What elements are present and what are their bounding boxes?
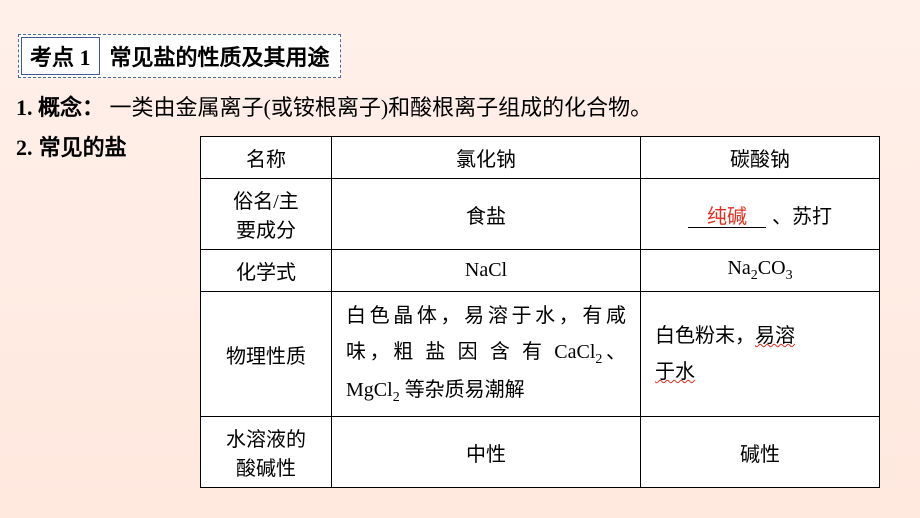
row1-na2co3: 纯碱 、苏打 bbox=[641, 179, 880, 250]
r3b-l2: 于水 bbox=[655, 354, 865, 390]
r3a-l3a: MgCl bbox=[346, 379, 393, 401]
f-sub2: 3 bbox=[786, 268, 793, 283]
table-row-common-name: 俗名/主 要成分 食盐 纯碱 、苏打 bbox=[201, 179, 880, 250]
row1-head-l1: 俗名/主 bbox=[211, 185, 321, 214]
row4-head-l1: 水溶液的 bbox=[211, 423, 321, 452]
row1-nacl: 食盐 bbox=[332, 179, 641, 250]
row4-head-l2: 酸碱性 bbox=[211, 452, 321, 481]
r3a-l1: 白色晶体，易溶于水，有咸 bbox=[346, 298, 626, 334]
topic-title: 常见盐的性质及其用途 bbox=[110, 40, 330, 72]
row1-na2co3-rest: 、苏打 bbox=[772, 206, 832, 228]
blank-answer-text: 纯碱 bbox=[707, 206, 747, 228]
row3-head: 物理性质 bbox=[201, 292, 332, 417]
r3b-l1a: 白色粉末， bbox=[655, 325, 755, 347]
section-num: 2. bbox=[16, 135, 33, 160]
row4-head: 水溶液的 酸碱性 bbox=[201, 417, 332, 488]
r3a-l3s: 2 bbox=[393, 390, 400, 405]
concept-text: 一类由金属离子(或铵根离子)和酸根离子组成的化合物。 bbox=[110, 95, 653, 120]
row4-na2co3: 碱性 bbox=[641, 417, 880, 488]
row1-head-l2: 要成分 bbox=[211, 214, 321, 243]
row4-nacl: 中性 bbox=[332, 417, 641, 488]
f-mid: CO bbox=[758, 257, 786, 279]
table-header-row: 名称 氯化钠 碳酸钠 bbox=[201, 137, 880, 179]
salts-table: 名称 氯化钠 碳酸钠 俗名/主 要成分 食盐 纯碱 、苏打 化学式 NaCl Na… bbox=[200, 136, 880, 488]
r3a-l3: MgCl2 等杂质易潮解 bbox=[346, 372, 626, 410]
concept-label: 概念： bbox=[38, 95, 104, 120]
row2-na2co3: Na2CO3 bbox=[641, 250, 880, 292]
section-label: 常见的盐 bbox=[39, 135, 127, 160]
section-line: 2. 常见的盐 bbox=[16, 130, 127, 162]
header-nacl: 氯化钠 bbox=[332, 137, 641, 179]
row3-na2co3: 白色粉末，易溶 于水 bbox=[641, 292, 880, 417]
row3-nacl: 白色晶体，易溶于水，有咸 味，粗 盐 因 含 有 CaCl2、 MgCl2 等杂… bbox=[332, 292, 641, 417]
topic-badge: 考点 1 bbox=[21, 37, 100, 75]
table-row-ph: 水溶液的 酸碱性 中性 碱性 bbox=[201, 417, 880, 488]
f-sub1: 2 bbox=[751, 268, 758, 283]
table-row-physical: 物理性质 白色晶体，易溶于水，有咸 味，粗 盐 因 含 有 CaCl2、 MgC… bbox=[201, 292, 880, 417]
row2-nacl: NaCl bbox=[332, 250, 641, 292]
topic-box: 考点 1 常见盐的性质及其用途 bbox=[18, 34, 341, 78]
r3b-l1b: 易溶 bbox=[755, 325, 795, 347]
row2-head: 化学式 bbox=[201, 250, 332, 292]
r3b-l2a: 于水 bbox=[655, 361, 695, 383]
r3b-l1: 白色粉末，易溶 bbox=[655, 318, 865, 354]
r3a-l3b: 等杂质易潮解 bbox=[400, 379, 525, 401]
blank-answer: 纯碱 bbox=[688, 207, 766, 228]
row1-head: 俗名/主 要成分 bbox=[201, 179, 332, 250]
r3a-l2b: 、 bbox=[602, 341, 626, 363]
header-name: 名称 bbox=[201, 137, 332, 179]
header-na2co3: 碳酸钠 bbox=[641, 137, 880, 179]
concept-num: 1. bbox=[16, 95, 33, 120]
concept-line: 1. 概念： 一类由金属离子(或铵根离子)和酸根离子组成的化合物。 bbox=[16, 90, 652, 122]
table-row-formula: 化学式 NaCl Na2CO3 bbox=[201, 250, 880, 292]
f-pre: Na bbox=[727, 257, 750, 279]
r3a-l2a: 味，粗 盐 因 含 有 CaCl bbox=[346, 341, 595, 363]
r3a-l2: 味，粗 盐 因 含 有 CaCl2、 bbox=[346, 334, 626, 372]
